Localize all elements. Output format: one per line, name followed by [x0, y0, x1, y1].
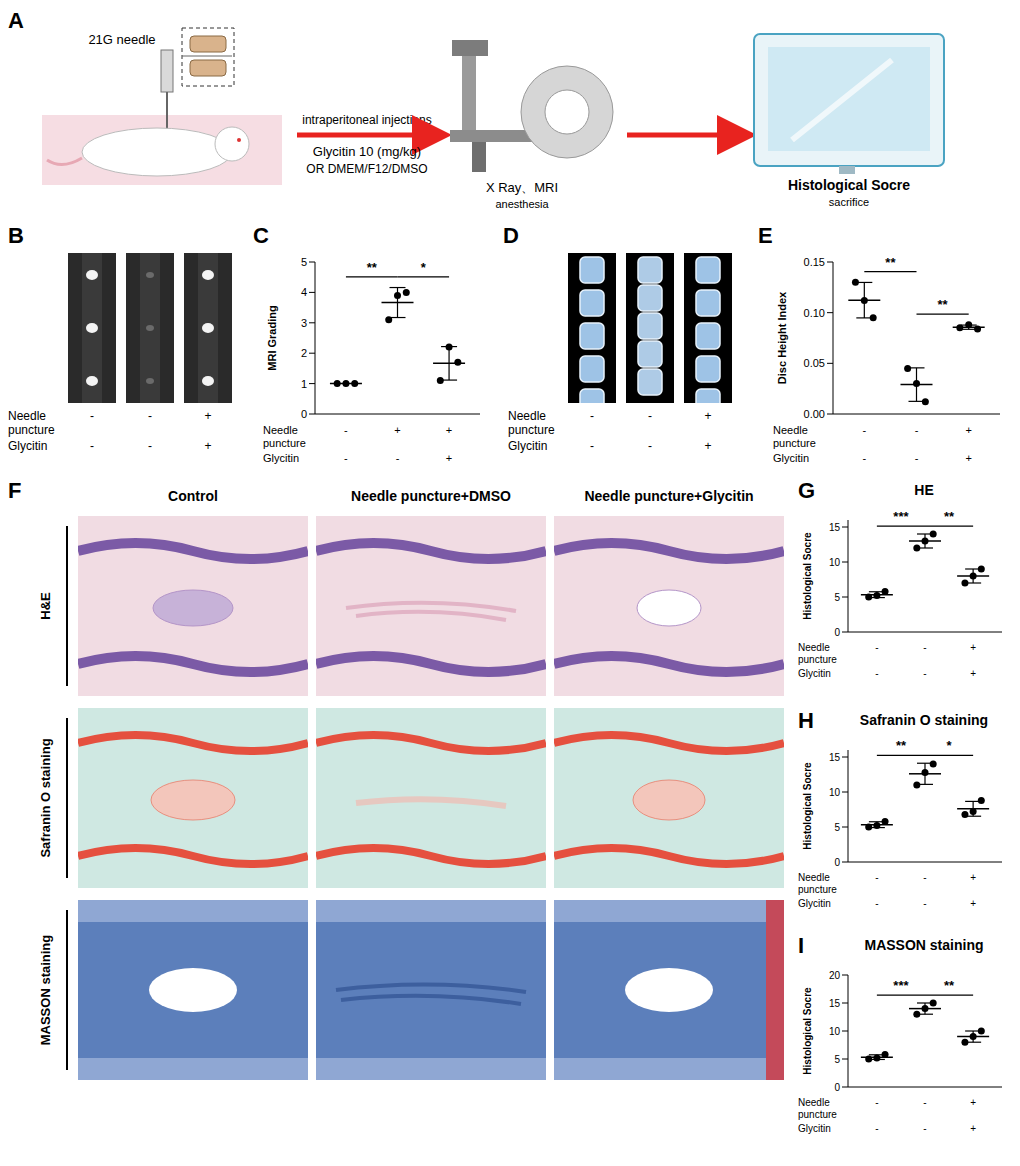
svg-text:10: 10	[829, 1026, 841, 1037]
svg-text:15: 15	[829, 998, 841, 1009]
svg-text:***: ***	[893, 978, 909, 993]
html-text:MASSON staining: MASSON staining	[864, 937, 984, 953]
svg-text:5: 5	[834, 1054, 840, 1065]
svg-text:Histological Socre: Histological Socre	[802, 762, 813, 850]
svg-text:21G needle: 21G needle	[88, 32, 155, 47]
svg-text:anesthesia: anesthesia	[495, 198, 549, 210]
svg-text:0: 0	[834, 857, 840, 868]
html-text:Glycitin: Glycitin	[8, 439, 48, 453]
svg-text:20: 20	[829, 970, 841, 981]
html-text:HE: HE	[914, 482, 934, 498]
svg-text:X Ray、MRI: X Ray、MRI	[486, 180, 558, 195]
svg-text:4: 4	[301, 286, 307, 298]
svg-text:**: **	[885, 255, 896, 270]
svg-text:intraperitoneal injections: intraperitoneal injections	[302, 113, 431, 127]
html-text:B: B	[8, 223, 24, 248]
html-text:Needle puncture: Needle puncture	[798, 1097, 837, 1120]
svg-text:*: *	[947, 738, 953, 753]
html-text:Needle puncture: Needle puncture	[773, 424, 816, 449]
svg-text:**: **	[367, 260, 378, 275]
html-text:A: A	[8, 8, 24, 33]
html-text:F: F	[8, 478, 22, 503]
svg-text:Disc Height Index: Disc Height Index	[776, 291, 788, 384]
svg-text:Histological Socre: Histological Socre	[802, 532, 813, 620]
svg-text:Glycitin 10 (mg/kg): Glycitin 10 (mg/kg)	[313, 144, 421, 159]
html-text:E: E	[758, 223, 773, 248]
svg-text:0.15: 0.15	[804, 256, 825, 268]
svg-text:10: 10	[829, 787, 841, 798]
html-text:Glycitin: Glycitin	[798, 1123, 831, 1134]
html-text:C: C	[253, 223, 269, 248]
svg-text:**: **	[944, 509, 955, 524]
svg-text:5: 5	[834, 822, 840, 833]
svg-text:1: 1	[301, 378, 307, 390]
html-text:D: D	[503, 223, 519, 248]
html-text:MASSON staining: MASSON staining	[38, 934, 53, 1046]
html-text:Glycitin: Glycitin	[798, 898, 831, 909]
html-text:Control: Control	[168, 488, 218, 504]
svg-text:5: 5	[834, 592, 840, 603]
html-text:Safranin O staining: Safranin O staining	[38, 738, 53, 858]
svg-text:sacrifice: sacrifice	[829, 196, 869, 208]
svg-text:**: **	[896, 738, 907, 753]
svg-text:**: **	[944, 978, 955, 993]
html-text:I: I	[798, 933, 805, 958]
svg-text:2: 2	[301, 347, 307, 359]
html-text:H: H	[798, 708, 814, 733]
svg-text:10: 10	[829, 557, 841, 568]
html-text:Needle puncture: Needle puncture	[8, 409, 55, 437]
svg-text:*: *	[421, 260, 427, 275]
svg-text:5: 5	[301, 256, 307, 268]
html-text:Needle puncture+DMSO: Needle puncture+DMSO	[351, 488, 511, 504]
html-text:Glycitin: Glycitin	[798, 668, 831, 679]
svg-text:OR DMEM/F12/DMSO: OR DMEM/F12/DMSO	[306, 162, 427, 176]
svg-text:15: 15	[829, 752, 841, 763]
html-text:Needle puncture+Glycitin: Needle puncture+Glycitin	[584, 488, 754, 504]
html-text:Safranin O staining: Safranin O staining	[859, 712, 989, 728]
svg-text:0: 0	[834, 1082, 840, 1093]
html-text:G: G	[798, 478, 816, 503]
svg-text:Histological Socre: Histological Socre	[802, 987, 813, 1075]
svg-text:0: 0	[301, 408, 307, 420]
html-text:Glycitin: Glycitin	[508, 439, 548, 453]
html-text:Needle puncture: Needle puncture	[263, 424, 306, 449]
svg-text:15: 15	[829, 522, 841, 533]
svg-text:***: ***	[893, 509, 909, 524]
svg-text:0.05: 0.05	[804, 357, 825, 369]
html-text:Needle puncture: Needle puncture	[798, 872, 837, 895]
svg-text:MRI Grading: MRI Grading	[266, 305, 278, 370]
html-text:H&E: H&E	[38, 592, 53, 620]
svg-text:Histological Socre: Histological Socre	[788, 177, 910, 193]
html-text:Needle puncture: Needle puncture	[508, 409, 555, 437]
svg-text:**: **	[938, 297, 949, 312]
svg-text:0.00: 0.00	[804, 408, 825, 420]
svg-text:0.10: 0.10	[804, 307, 825, 319]
svg-text:0: 0	[834, 627, 840, 638]
html-text:Glycitin: Glycitin	[263, 452, 300, 464]
html-text:Glycitin: Glycitin	[773, 452, 810, 464]
svg-text:3: 3	[301, 317, 307, 329]
html-text:Needle puncture: Needle puncture	[798, 642, 837, 665]
